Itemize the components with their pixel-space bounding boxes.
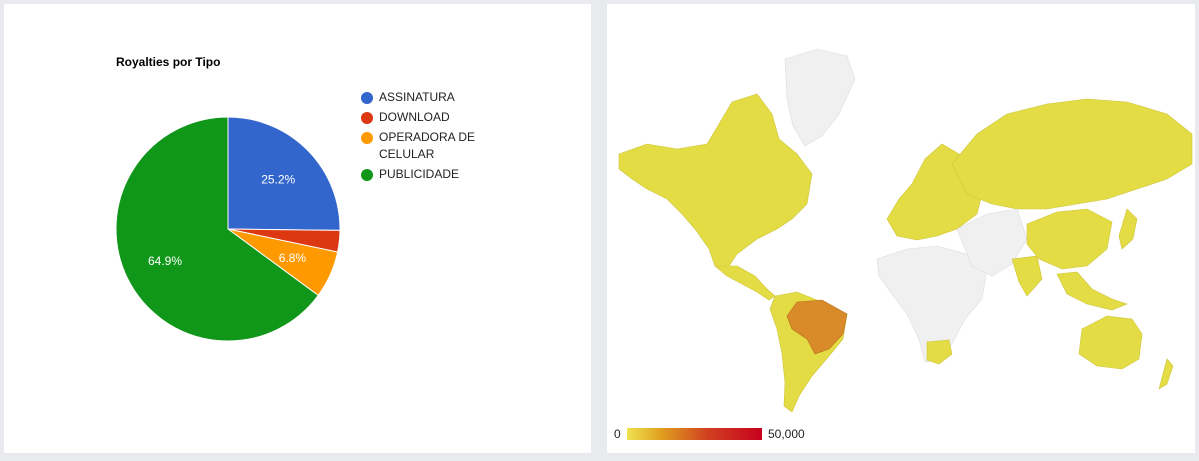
legend-swatch — [361, 132, 373, 144]
legend-swatch — [361, 112, 373, 124]
pie-slice-label: 25.2% — [261, 172, 295, 186]
color-scale-bar — [627, 428, 762, 440]
legend-label: ASSINATURA — [379, 90, 455, 104]
legend-item[interactable]: PUBLICIDADE — [361, 166, 501, 183]
color-scale-min: 0 — [614, 427, 621, 441]
region-new-zealand[interactable] — [1158, 358, 1174, 390]
color-scale-max: 50,000 — [768, 427, 805, 441]
region-greenland[interactable] — [784, 48, 856, 147]
world-map — [618, 48, 1193, 413]
legend-label: PUBLICIDADE — [379, 167, 460, 181]
legend-label: DOWNLOAD — [379, 110, 450, 124]
pie-chart: 25.2% 6.8% 64.9% — [115, 116, 341, 342]
pie-slice-label: 64.9% — [148, 254, 182, 268]
legend-item[interactable]: DOWNLOAD — [361, 109, 501, 126]
pie-slice-label: 6.8% — [279, 251, 307, 265]
legend-swatch — [361, 169, 373, 181]
region-japan[interactable] — [1118, 208, 1138, 250]
geo-map-panel: 0 50,000 — [607, 4, 1195, 453]
region-central-america[interactable] — [714, 265, 776, 301]
legend: ASSINATURA DOWNLOAD OPERADORA DE CELULAR PU… — [361, 89, 501, 186]
legend-item[interactable]: OPERADORA DE CELULAR — [361, 129, 501, 163]
region-brazil[interactable] — [786, 299, 848, 355]
region-china[interactable] — [1026, 208, 1113, 270]
region-australia[interactable] — [1078, 315, 1143, 370]
chart-title: Royalties por Tipo — [116, 55, 221, 69]
legend-swatch — [361, 92, 373, 104]
pie-slice-publicidade[interactable] — [115, 116, 319, 342]
region-north-america[interactable] — [618, 93, 813, 270]
pie-chart-panel: Royalties por Tipo 25.2% 6.8% 64.9% ASSINA… — [4, 4, 591, 453]
legend-label: OPERADORA DE CELULAR — [379, 130, 476, 161]
legend-item[interactable]: ASSINATURA — [361, 89, 501, 106]
pie-slice-assinatura[interactable] — [227, 116, 341, 231]
region-southern-africa[interactable] — [926, 339, 953, 365]
region-india[interactable] — [1011, 255, 1043, 297]
region-southeast-asia[interactable] — [1056, 271, 1128, 311]
region-russia[interactable] — [951, 98, 1193, 210]
region-middle-east[interactable] — [956, 208, 1028, 277]
region-africa[interactable] — [876, 245, 988, 363]
